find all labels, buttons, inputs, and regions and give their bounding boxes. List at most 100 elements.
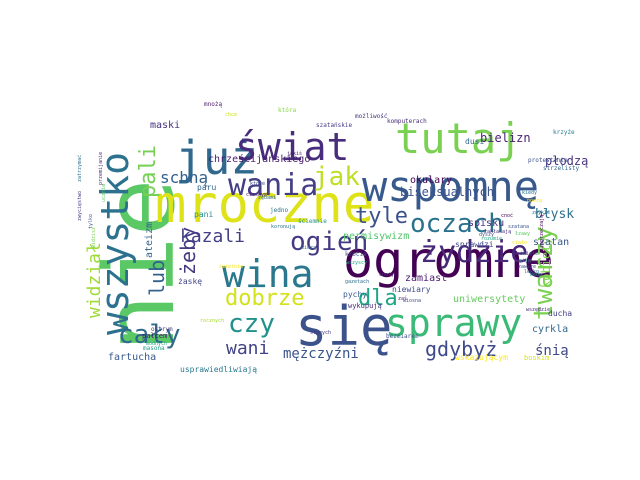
word-cloud-word: cyrkla bbox=[532, 324, 568, 335]
word-cloud-word: tyle bbox=[355, 204, 408, 229]
word-cloud-word: lekko bbox=[524, 269, 539, 275]
word-cloud-word: zaś bbox=[398, 295, 407, 302]
word-cloud-word: zwykle bbox=[532, 210, 550, 216]
word-cloud-word: śnią bbox=[535, 343, 569, 359]
word-cloud-word: zatrzymać bbox=[76, 155, 83, 182]
word-cloud-word: ciało bbox=[512, 240, 527, 246]
word-cloud-word: błysk bbox=[535, 207, 574, 222]
word-cloud-word: przemijanie bbox=[98, 152, 104, 185]
word-cloud-word: strzelisty bbox=[543, 165, 580, 172]
word-cloud-word: nocą bbox=[526, 260, 538, 266]
word-cloud-word: koronują bbox=[271, 224, 295, 230]
word-cloud-word: lub bbox=[145, 260, 169, 296]
word-cloud-word: chce bbox=[225, 112, 237, 118]
word-cloud-word: wani bbox=[226, 338, 269, 359]
word-cloud-word: dla bbox=[358, 286, 398, 311]
word-cloud-word: wszędzie bbox=[526, 307, 550, 313]
word-cloud-word: krocie bbox=[345, 251, 367, 258]
word-cloud-word: wykupują bbox=[348, 302, 382, 310]
word-cloud-word: szatan bbox=[533, 237, 569, 248]
word-cloud-word: jakiś bbox=[287, 150, 302, 157]
word-cloud-word: mnożą bbox=[204, 101, 222, 108]
word-cloud-word: ciasnym bbox=[246, 192, 267, 198]
word-cloud-word: twarzy bbox=[529, 226, 559, 320]
word-cloud-word: ogień bbox=[290, 227, 368, 257]
word-cloud-word: świat bbox=[235, 125, 349, 169]
word-cloud-word: paru bbox=[197, 183, 216, 192]
word-cloud-word: świetnie bbox=[219, 263, 243, 270]
word-cloud-word: gazetach bbox=[345, 279, 369, 285]
word-cloud-word: ucznia bbox=[101, 184, 107, 202]
word-cloud-word: ogromne bbox=[343, 231, 554, 289]
word-cloud-word: zamiast bbox=[405, 273, 447, 284]
word-cloud-word: ściemnie bbox=[298, 218, 327, 225]
word-cloud-word: się bbox=[295, 295, 393, 358]
word-cloud-word: widział bbox=[84, 242, 105, 318]
word-cloud-word: ducha bbox=[548, 309, 572, 318]
word-cloud-word: ostrym bbox=[151, 326, 173, 333]
word-cloud-word: permisywizm bbox=[343, 231, 409, 242]
word-cloud-word: okulary bbox=[410, 175, 452, 186]
word-cloud-word: łzawy bbox=[515, 231, 530, 237]
word-cloud-word: pani bbox=[194, 210, 213, 219]
word-cloud-word: schną bbox=[160, 168, 208, 187]
word-cloud-word: biseksualnych bbox=[400, 185, 494, 199]
word-cloud-word: chrześcijańskiego bbox=[208, 153, 310, 165]
word-cloud-word: boskim bbox=[524, 354, 549, 362]
word-cloud-word: maski bbox=[150, 120, 180, 131]
word-cloud-word: tylko bbox=[88, 214, 94, 229]
word-cloud-word: masona bbox=[143, 345, 165, 352]
word-cloud-word: wszystko bbox=[93, 152, 137, 335]
word-cloud-word: żaskę bbox=[178, 277, 202, 286]
word-cloud-word: spisku bbox=[468, 218, 504, 229]
word-cloud-word: mroczne bbox=[155, 175, 374, 235]
word-cloud-word: czy bbox=[228, 309, 275, 339]
word-cloud-word: pali bbox=[136, 145, 161, 198]
word-cloud-word: szatańskie bbox=[316, 122, 353, 129]
word-cloud-word: wiosna bbox=[403, 298, 421, 304]
word-cloud-word: bielizn bbox=[480, 131, 531, 145]
word-cloud-word: słonych bbox=[310, 330, 331, 336]
word-cloud-word: oczach bbox=[410, 209, 504, 239]
word-cloud-word: zakładają bbox=[484, 229, 511, 235]
word-cloud-word: cnoć bbox=[501, 212, 513, 219]
word-cloud-word: komputerach bbox=[387, 118, 427, 125]
word-cloud-word: rozumie bbox=[481, 236, 502, 242]
word-cloud-word: dusi bbox=[465, 137, 484, 146]
word-cloud-word: wina bbox=[222, 252, 314, 296]
word-cloud-word: rocznych bbox=[200, 318, 224, 324]
word-cloud-word: jak bbox=[313, 162, 360, 192]
word-cloud-word: usprawiedliwiają bbox=[180, 365, 257, 374]
word-cloud-word: protestanta bbox=[528, 157, 568, 164]
word-cloud-word: bezmiarem bbox=[386, 333, 419, 340]
word-cloud-word: szatana bbox=[508, 224, 529, 230]
word-cloud-word: zwycięstwo bbox=[77, 191, 83, 221]
word-cloud-word: wania bbox=[228, 168, 318, 203]
word-cloud-word: zawsze bbox=[518, 264, 536, 270]
word-cloud-word: zębami bbox=[258, 195, 276, 201]
word-cloud-word: wspomnę bbox=[362, 162, 539, 211]
word-cloud-word: które bbox=[250, 180, 265, 187]
word-cloud-word: będą bbox=[530, 272, 542, 278]
word-cloud-word: noszą bbox=[527, 198, 542, 204]
word-cloud-word: dyszy bbox=[479, 232, 494, 238]
word-cloud-word: kobiety bbox=[539, 237, 553, 288]
word-cloud-word: dobrze bbox=[225, 286, 304, 311]
word-cloud-word: modnych bbox=[146, 341, 167, 347]
word-cloud-word: kazali bbox=[180, 226, 245, 247]
word-cloud-word: płodzą bbox=[545, 154, 588, 168]
word-cloud-word: która bbox=[278, 107, 296, 114]
word-cloud-word: święte bbox=[520, 250, 538, 257]
word-cloud-word: już bbox=[175, 131, 258, 185]
word-cloud-word: cnoty bbox=[379, 272, 394, 278]
word-cloud-word: jedno bbox=[270, 207, 288, 214]
word-cloud-word: uniwersytety bbox=[453, 294, 525, 305]
word-cloud-word: mężczyźni bbox=[283, 346, 359, 362]
word-cloud-word: wskazującym bbox=[455, 353, 508, 362]
word-cloud-word: możliwość bbox=[355, 113, 388, 120]
word-cloud-word: pychy bbox=[343, 290, 367, 299]
word-cloud-word: kiedy bbox=[522, 190, 537, 196]
word-cloud-word: nie bbox=[84, 179, 196, 352]
word-cloud-word: fartucha bbox=[108, 352, 156, 363]
